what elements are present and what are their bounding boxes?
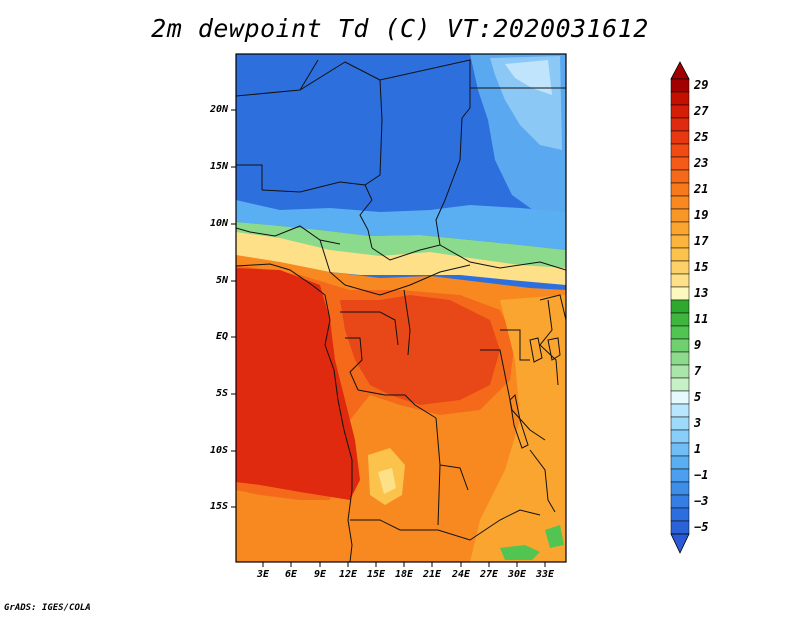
colorbar-label: 23 <box>694 156 709 170</box>
lat-label: 15S <box>209 501 228 512</box>
colorbar-label: 17 <box>694 234 709 248</box>
lat-label: 10S <box>209 445 228 456</box>
lon-label: 24E <box>451 569 471 580</box>
colorbar-bottom-arrow <box>670 533 690 554</box>
lat-label: 15N <box>209 161 228 172</box>
lon-label: 9E <box>313 569 327 580</box>
lon-label: 21E <box>422 569 442 580</box>
colorbar-label: 11 <box>694 312 709 326</box>
colorbar-label: 15 <box>694 260 709 274</box>
colorbar-label: 5 <box>694 390 702 404</box>
lon-label: 30E <box>507 569 527 580</box>
colorbar-label: 13 <box>694 286 709 300</box>
colorbar-label: 21 <box>694 182 709 196</box>
lat-label: 20N <box>209 104 228 115</box>
lat-label: 10N <box>209 218 228 229</box>
dewpoint-field <box>236 54 566 562</box>
colorbar-label: 7 <box>694 364 702 378</box>
colorbar-label: −5 <box>694 520 709 534</box>
colorbar-label: −3 <box>694 494 709 508</box>
colorbar-label: 29 <box>694 78 709 92</box>
colorbar <box>670 61 690 554</box>
colorbar-label: 19 <box>694 208 709 222</box>
lon-label: 27E <box>479 569 499 580</box>
lat-label: 5S <box>215 388 228 399</box>
lon-label: 33E <box>535 569 555 580</box>
map-frame <box>235 53 567 563</box>
credit-text: GrADS: IGES/COLA <box>4 603 91 613</box>
lat-label: EQ <box>215 331 228 342</box>
lon-ticks <box>262 562 546 567</box>
lat-ticks <box>231 109 236 508</box>
country-borders <box>236 59 566 562</box>
lon-label: 18E <box>394 569 414 580</box>
lon-label: 15E <box>366 569 386 580</box>
lon-label: 3E <box>256 569 270 580</box>
colorbar-label: 27 <box>694 104 709 118</box>
colorbar-label: −1 <box>694 468 709 482</box>
lat-label: 5N <box>215 275 228 286</box>
lon-label: 12E <box>338 569 358 580</box>
lon-label: 6E <box>284 569 298 580</box>
map-title: 2m dewpoint Td (C) VT:2020031612 <box>151 14 649 43</box>
colorbar-label: 3 <box>694 416 702 430</box>
colorbar-top-arrow <box>670 61 690 80</box>
colorbar-label: 9 <box>694 338 702 352</box>
colorbar-label: 1 <box>694 442 702 456</box>
colorbar-label: 25 <box>694 130 709 144</box>
